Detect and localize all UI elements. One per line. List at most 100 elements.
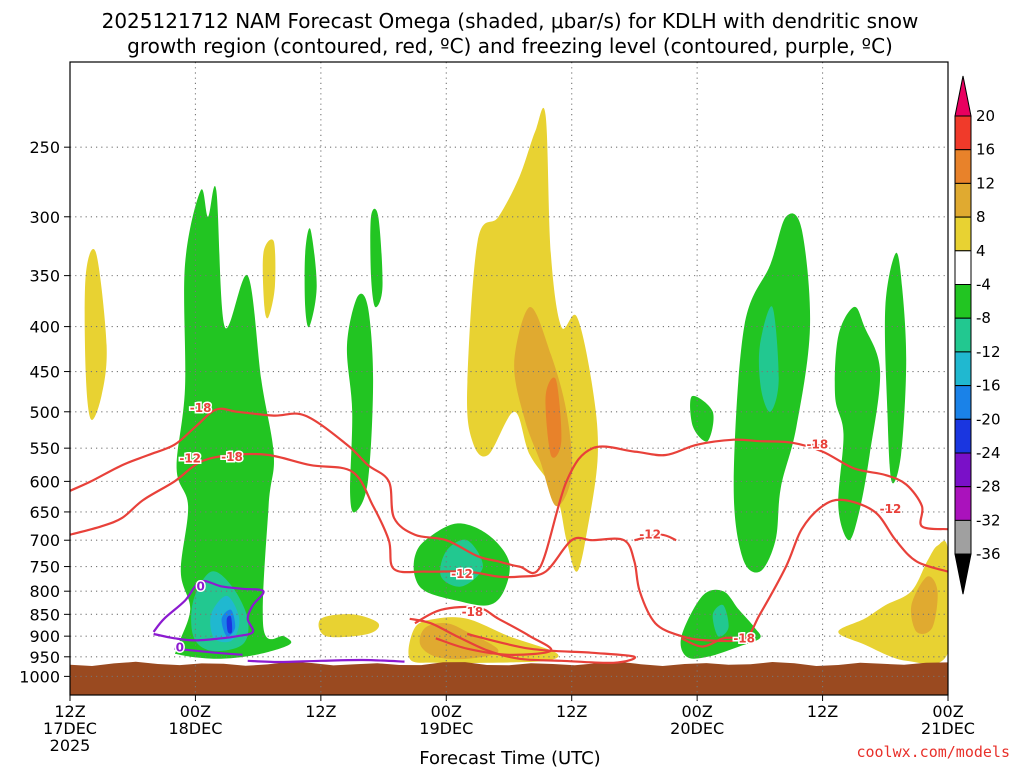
omega-region-10 — [834, 306, 881, 541]
y-tick-900: 900 — [29, 627, 60, 646]
contour-line-11 — [247, 658, 405, 664]
colorbar-bin-5 — [954, 250, 972, 286]
omega-region-1 — [262, 239, 276, 319]
x-tick-48-line1: 12Z — [556, 702, 587, 721]
colorbar-bin-7 — [954, 317, 972, 353]
y-tick-950: 950 — [29, 648, 60, 667]
x-tick-24-line1: 12Z — [305, 702, 336, 721]
chart-title-line2: growth region (contoured, red, ºC) and f… — [127, 34, 893, 58]
omega-region-14 — [758, 306, 779, 412]
contour-line-0 — [70, 407, 948, 575]
x-tick-36-line1: 00Z — [431, 702, 462, 721]
contour-line-10 — [174, 647, 243, 656]
x-tick-0-line2: 17DEC — [43, 719, 97, 738]
colorbar-label-3: 8 — [976, 208, 986, 226]
colorbar-bin-4 — [954, 216, 972, 252]
x-tick-72-line1: 12Z — [807, 702, 838, 721]
y-tick-1000: 1000 — [19, 667, 60, 686]
x-tick-36-line2: 19DEC — [419, 719, 473, 738]
colorbar-bin-6 — [954, 284, 972, 319]
y-tick-400: 400 — [29, 318, 60, 337]
omega-region-5 — [370, 208, 383, 308]
colorbar-bin-2 — [954, 149, 972, 184]
colorbar-cap-top — [954, 75, 972, 117]
omega-region-8 — [690, 395, 714, 442]
colorbar-label-8: -16 — [976, 377, 1001, 395]
contour-label-2: -12 — [451, 567, 473, 581]
y-tick-450: 450 — [29, 363, 60, 382]
y-tick-850: 850 — [29, 605, 60, 624]
ground-terrain — [70, 661, 948, 695]
y-tick-250: 250 — [29, 138, 60, 157]
colorbar-label-2: 12 — [976, 174, 995, 192]
y-tick-300: 300 — [29, 208, 60, 227]
colorbar-label-0: 20 — [976, 107, 995, 125]
x-tick-12-line2: 18DEC — [168, 719, 222, 738]
colorbar-cap-bottom — [954, 553, 972, 595]
contour-label-6: -18 — [807, 438, 829, 452]
y-tick-800: 800 — [29, 582, 60, 601]
colorbar-label-11: -28 — [976, 478, 1001, 496]
omega-region-21 — [545, 377, 562, 458]
contour-line-5 — [880, 507, 902, 512]
colorbar: 20 16 12 8 4 -4 -8 -12 -16 -20 -24 -28 -32 -36 — [954, 75, 1001, 595]
contour-line-9 — [152, 579, 265, 642]
colorbar-bin-3 — [954, 182, 972, 218]
omega-region-18 — [226, 615, 233, 634]
x-tick-60-line1: 00Z — [681, 702, 712, 721]
chart-title-line1: 2025121712 NAM Forecast Omega (shaded, μ… — [102, 9, 919, 33]
omega-shading — [84, 107, 948, 665]
colorbar-label-10: -24 — [976, 444, 1001, 462]
colorbar-bin-11 — [954, 452, 972, 488]
contour-line-4 — [634, 533, 677, 542]
omega-region-2 — [175, 185, 292, 659]
colorbar-bin-9 — [954, 385, 972, 420]
ground-layer — [70, 661, 948, 695]
contour-line-2 — [409, 617, 637, 665]
contour-label-7: -18 — [733, 631, 755, 645]
contour-label-5: -12 — [880, 502, 902, 516]
contour-label-9: 0 — [196, 579, 204, 593]
contour-label-3: -18 — [462, 605, 484, 619]
x-tick-0-line1: 12Z — [54, 702, 85, 721]
colorbar-label-1: 16 — [976, 141, 995, 159]
omega-region-20 — [514, 306, 573, 507]
plot-frame — [69, 61, 949, 696]
colorbar-bin-1 — [954, 115, 972, 151]
omega-region-13 — [440, 539, 483, 587]
y-tick-750: 750 — [29, 558, 60, 577]
y-tick-350: 350 — [29, 267, 60, 286]
contour-label-0: -18 — [190, 401, 212, 415]
colorbar-bin-13 — [954, 519, 972, 555]
contour-line-6 — [806, 443, 828, 447]
omega-region-4 — [346, 293, 374, 513]
x-axis-label: Forecast Time (UTC) — [419, 748, 600, 768]
y-tick-500: 500 — [29, 403, 60, 422]
temperature-contours: -18 -12 -12 -18 -12 -12 -18 -18 -18 0 0 — [70, 399, 948, 665]
contour-label-1: -12 — [179, 451, 201, 465]
source-credit: coolwx.com/models — [856, 743, 1010, 761]
x-tick-84-line1: 00Z — [932, 702, 963, 721]
x-tick-60-line2: 20DEC — [670, 719, 724, 738]
colorbar-label-7: -12 — [976, 343, 1001, 361]
y-tick-600: 600 — [29, 472, 60, 491]
contour-line-3 — [414, 605, 553, 656]
x-tick-12-line1: 00Z — [180, 702, 211, 721]
colorbar-label-4: 4 — [976, 242, 986, 260]
colorbar-label-5: -4 — [976, 276, 991, 294]
x-tick-0-line3: 2025 — [50, 736, 91, 755]
y-tick-700: 700 — [29, 531, 60, 550]
colorbar-label-6: -8 — [976, 309, 991, 327]
contour-label-10: 0 — [176, 640, 184, 654]
omega-region-11 — [884, 252, 907, 484]
colorbar-label-9: -20 — [976, 410, 1001, 428]
y-tick-650: 650 — [29, 503, 60, 522]
colorbar-bin-10 — [954, 418, 972, 454]
omega-region-24 — [318, 614, 380, 638]
x-tick-84-line2: 21DEC — [921, 719, 975, 738]
y-axis: 250 300 350 400 450 500 550 600 650 700 750 800 850 9… — [19, 138, 70, 686]
y-tick-550: 550 — [29, 439, 60, 458]
colorbar-label-13: -36 — [976, 545, 1001, 563]
